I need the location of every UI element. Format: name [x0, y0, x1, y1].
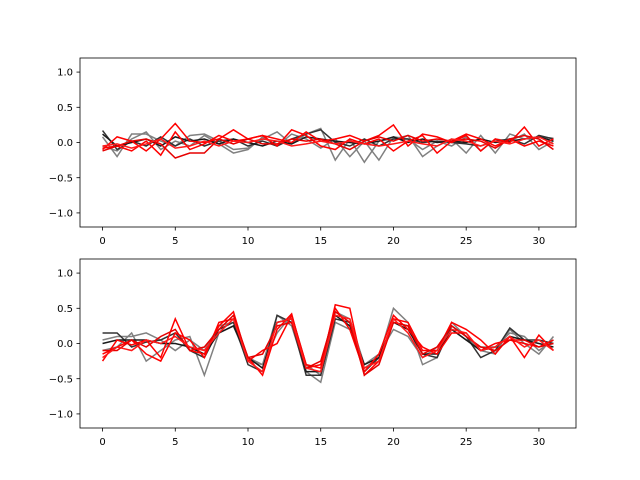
x-tick-label: 20	[387, 236, 400, 247]
x-tick-label: 15	[314, 236, 327, 247]
series-line-2	[102, 314, 554, 376]
x-tick-label: 20	[387, 437, 400, 448]
series-line-4	[102, 122, 554, 152]
x-tick-label: 5	[172, 437, 178, 448]
series-group	[101, 303, 555, 384]
x-tick-label: 0	[99, 437, 105, 448]
y-tick-label: 0.5	[57, 304, 73, 315]
y-tick-label: −1.0	[49, 209, 73, 220]
x-tick-label: 30	[533, 236, 546, 247]
y-tick-label: −1.0	[49, 410, 73, 421]
series-line-7	[102, 136, 554, 149]
y-tick-label: 0.0	[57, 138, 73, 149]
x-tick-label: 10	[242, 437, 255, 448]
series-line-4	[101, 303, 554, 377]
top-subplot: 0 5 10 15 20 25 30 −1.0 −0.5 0.0 0.5 1.0	[49, 57, 577, 247]
series-line-7	[102, 314, 554, 373]
bottom-subplot: 0 5 10 15 20 25 30 −1.0 −0.5 0.0 0.5 1.0	[49, 258, 577, 448]
x-tick-label: 30	[533, 437, 546, 448]
x-tick-label: 5	[172, 236, 178, 247]
x-tick-label: 25	[460, 236, 473, 247]
x-tick-label: 15	[314, 437, 327, 448]
x-tick-label: 10	[242, 236, 255, 247]
y-tick-label: −0.5	[49, 374, 73, 385]
series-line-6	[102, 134, 554, 159]
y-tick-label: 1.0	[57, 68, 73, 79]
series-line-6	[102, 310, 554, 377]
y-tick-label: 0.0	[57, 339, 73, 350]
y-tick-label: 1.0	[57, 269, 73, 280]
series-line-5	[102, 128, 554, 157]
x-tick-label: 0	[99, 236, 105, 247]
y-tick-label: −0.5	[49, 173, 73, 184]
x-tick-label: 25	[460, 437, 473, 448]
series-group	[101, 122, 554, 164]
y-tick-label: 0.5	[57, 103, 73, 114]
